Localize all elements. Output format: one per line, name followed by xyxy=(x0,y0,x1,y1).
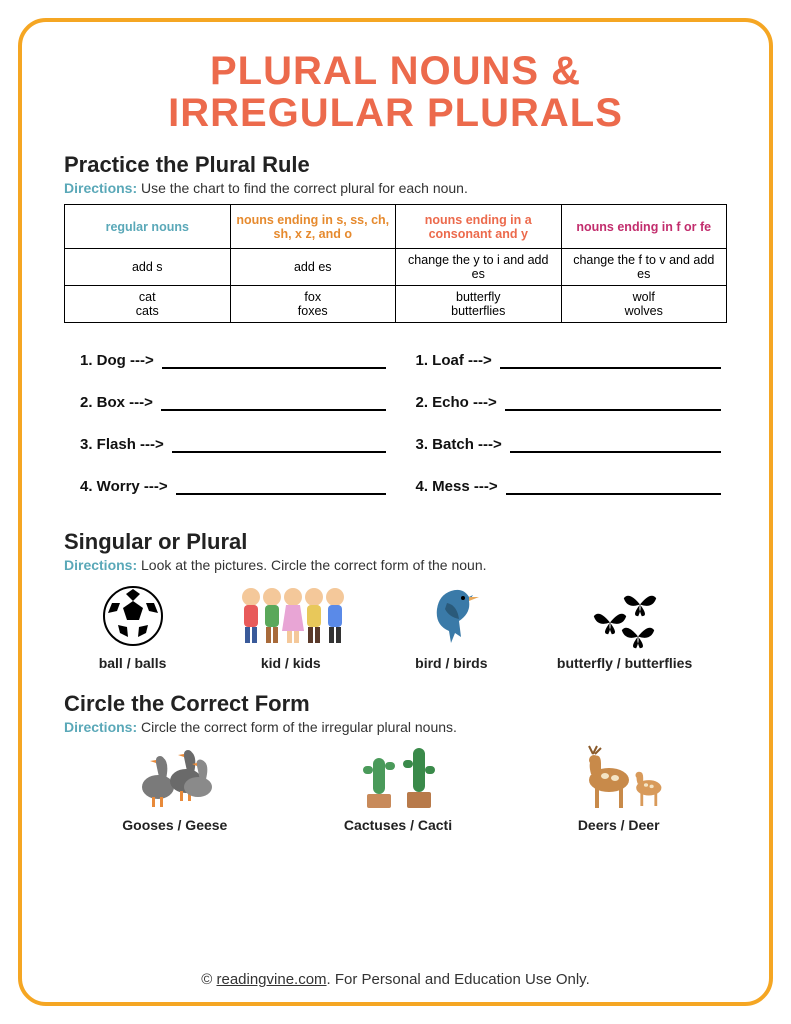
pic-label: butterfly / butterflies xyxy=(557,655,692,671)
rule-cell: add s xyxy=(65,249,231,286)
table-header-row: regular nouns nouns ending in s, ss, ch,… xyxy=(65,205,727,249)
pic-item-kids: kid / kids xyxy=(236,581,346,671)
col-header-2: nouns ending in s, ss, ch, sh, x z, and … xyxy=(230,205,396,249)
footer: © readingvine.com. For Personal and Educ… xyxy=(22,971,769,988)
rule-cell: add es xyxy=(230,249,396,286)
exercise-row: 4. Worry ---> xyxy=(80,467,386,495)
rule-cell: change the f to v and add es xyxy=(561,249,727,286)
directions-text: Circle the correct form of the irregular… xyxy=(137,719,457,735)
blank-line[interactable] xyxy=(172,439,386,453)
title-line-2: IRREGULAR PLURALS xyxy=(168,91,623,135)
blank-line[interactable] xyxy=(162,355,386,369)
directions-label: Directions: xyxy=(64,557,137,573)
title-line-1: PLURAL NOUNS & xyxy=(210,49,581,93)
example-cell: butterfly butterflies xyxy=(396,286,562,323)
exercise-row: 2. Echo ---> xyxy=(416,383,722,411)
exercise-label: 4. Mess ---> xyxy=(416,478,506,495)
soccer-ball-icon xyxy=(99,581,167,651)
exercise-col-right: 1. Loaf ---> 2. Echo ---> 3. Batch ---> … xyxy=(416,341,722,509)
col-header-4: nouns ending in f or fe xyxy=(561,205,727,249)
pic-label: Deers / Deer xyxy=(569,817,669,833)
table-rule-row: add s add es change the y to i and add e… xyxy=(65,249,727,286)
blank-line[interactable] xyxy=(510,439,721,453)
exercise-row: 1. Loaf ---> xyxy=(416,341,722,369)
pic-item-ball: ball / balls xyxy=(99,581,167,671)
blank-line[interactable] xyxy=(176,481,386,495)
bird-icon xyxy=(415,581,487,651)
worksheet-frame: PLURAL NOUNS & IRREGULAR PLURALS Practic… xyxy=(18,18,773,1006)
exercise-label: 1. Dog ---> xyxy=(80,352,162,369)
col-header-1: regular nouns xyxy=(65,205,231,249)
pic-item-butterflies: butterfly / butterflies xyxy=(557,581,692,671)
exercise-label: 3. Batch ---> xyxy=(416,436,510,453)
deer-icon xyxy=(569,743,669,813)
irregular-plural-row: Gooses / Geese Cactuses / Cacti xyxy=(64,743,727,833)
exercise-label: 2. Box ---> xyxy=(80,394,161,411)
pic-item-deer: Deers / Deer xyxy=(569,743,669,833)
directions-label: Directions: xyxy=(64,180,137,196)
section1-directions: Directions: Use the chart to find the co… xyxy=(64,180,727,196)
section1-heading: Practice the Plural Rule xyxy=(64,152,727,178)
exercise-label: 2. Echo ---> xyxy=(416,394,505,411)
blank-line[interactable] xyxy=(161,397,386,411)
pic-label: kid / kids xyxy=(236,655,346,671)
col-header-3: nouns ending in a consonant and y xyxy=(396,205,562,249)
exercise-row: 4. Mess ---> xyxy=(416,467,722,495)
example-cell: cat cats xyxy=(65,286,231,323)
directions-text: Look at the pictures. Circle the correct… xyxy=(137,557,486,573)
example-cell: wolf wolves xyxy=(561,286,727,323)
main-title: PLURAL NOUNS & IRREGULAR PLURALS xyxy=(64,50,727,134)
pic-item-bird: bird / birds xyxy=(415,581,487,671)
pic-item-cacti: Cactuses / Cacti xyxy=(344,743,452,833)
geese-icon xyxy=(122,743,227,813)
blank-line[interactable] xyxy=(505,397,721,411)
section2-directions: Directions: Look at the pictures. Circle… xyxy=(64,557,727,573)
section2-heading: Singular or Plural xyxy=(64,529,727,555)
pic-label: ball / balls xyxy=(99,655,167,671)
exercise-label: 1. Loaf ---> xyxy=(416,352,500,369)
exercise-label: 3. Flash ---> xyxy=(80,436,172,453)
pic-label: Gooses / Geese xyxy=(122,817,227,833)
footer-prefix: © xyxy=(201,971,216,988)
plural-rule-table: regular nouns nouns ending in s, ss, ch,… xyxy=(64,204,727,323)
pic-item-geese: Gooses / Geese xyxy=(122,743,227,833)
fill-in-exercises: 1. Dog ---> 2. Box ---> 3. Flash ---> 4.… xyxy=(64,337,727,509)
exercise-row: 3. Batch ---> xyxy=(416,425,722,453)
directions-text: Use the chart to find the correct plural… xyxy=(137,180,468,196)
rule-cell: change the y to i and add es xyxy=(396,249,562,286)
table-example-row: cat cats fox foxes butterfly butterflies… xyxy=(65,286,727,323)
footer-suffix: . For Personal and Education Use Only. xyxy=(327,971,590,988)
section3-directions: Directions: Circle the correct form of t… xyxy=(64,719,727,735)
pic-label: Cactuses / Cacti xyxy=(344,817,452,833)
example-cell: fox foxes xyxy=(230,286,396,323)
blank-line[interactable] xyxy=(500,355,721,369)
cacti-icon xyxy=(344,743,452,813)
exercise-col-left: 1. Dog ---> 2. Box ---> 3. Flash ---> 4.… xyxy=(80,341,386,509)
blank-line[interactable] xyxy=(506,481,721,495)
section3-heading: Circle the Correct Form xyxy=(64,691,727,717)
exercise-label: 4. Worry ---> xyxy=(80,478,176,495)
butterflies-icon xyxy=(557,581,692,651)
pic-label: bird / birds xyxy=(415,655,487,671)
singular-plural-row: ball / balls kid / kids bird / birds xyxy=(64,581,727,671)
footer-link: readingvine.com xyxy=(216,971,326,988)
exercise-row: 2. Box ---> xyxy=(80,383,386,411)
directions-label: Directions: xyxy=(64,719,137,735)
kids-icon xyxy=(236,581,346,651)
exercise-row: 1. Dog ---> xyxy=(80,341,386,369)
exercise-row: 3. Flash ---> xyxy=(80,425,386,453)
